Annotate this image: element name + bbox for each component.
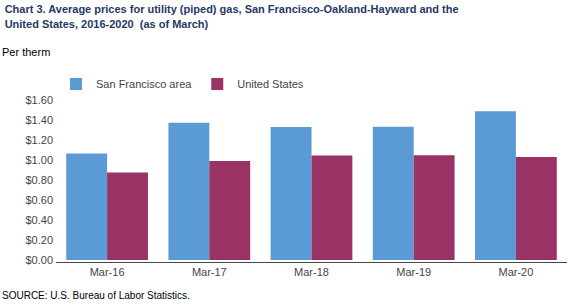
svg-text:Mar-18: Mar-18 [294,266,329,278]
svg-text:Mar-20: Mar-20 [498,266,533,278]
svg-text:$0.00: $0.00 [25,254,53,266]
svg-text:$0.80: $0.80 [25,174,53,186]
svg-text:SOURCE: U.S. Bureau of Labor S: SOURCE: U.S. Bureau of Labor Statistics. [2,290,190,301]
svg-text:$1.00: $1.00 [25,154,53,166]
svg-text:Mar-17: Mar-17 [192,266,227,278]
svg-text:$1.60: $1.60 [25,94,53,106]
svg-text:Mar-19: Mar-19 [396,266,431,278]
svg-text:San Francisco area: San Francisco area [96,78,192,90]
svg-text:$0.60: $0.60 [25,194,53,206]
svg-text:United States: United States [237,78,304,90]
svg-text:$0.20: $0.20 [25,234,53,246]
svg-text:Chart 3. Average prices for ut: Chart 3. Average prices for utility (pip… [5,3,459,29]
svg-text:Mar-16: Mar-16 [90,266,125,278]
svg-text:Per therm: Per therm [2,46,50,58]
svg-text:$1.40: $1.40 [25,114,53,126]
svg-text:$0.40: $0.40 [25,214,53,226]
svg-text:$1.20: $1.20 [25,134,53,146]
